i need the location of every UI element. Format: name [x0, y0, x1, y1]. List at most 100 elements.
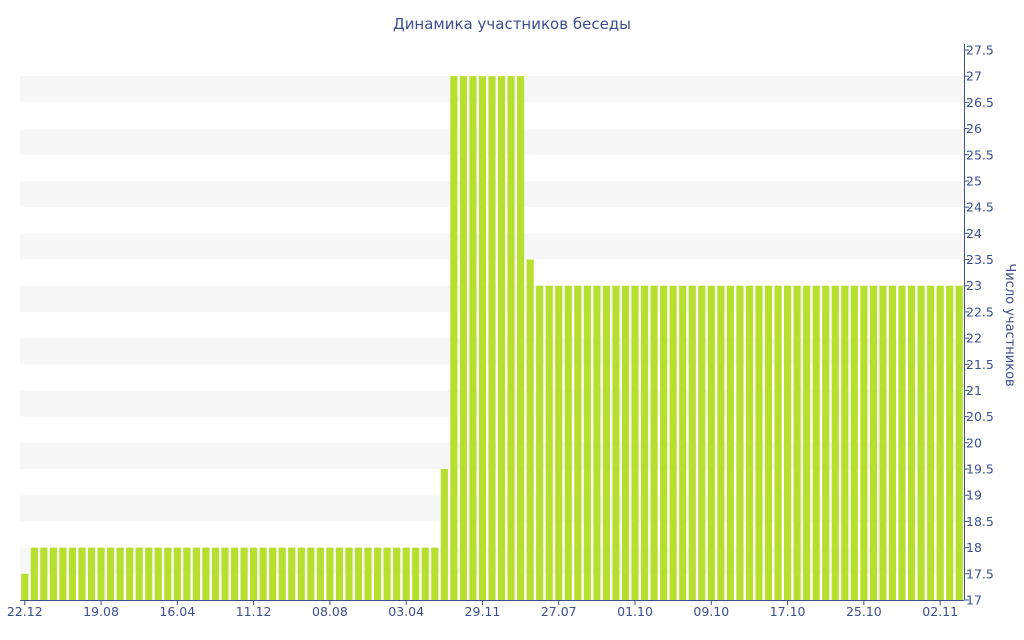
bar-53[interactable]: [526, 259, 534, 600]
bar-65[interactable]: [641, 285, 649, 600]
bar-45[interactable]: [450, 76, 458, 600]
bar-36[interactable]: [364, 547, 372, 600]
bar-76[interactable]: [745, 285, 754, 600]
bar-79[interactable]: [774, 285, 782, 600]
bar-72[interactable]: [707, 285, 715, 600]
bar-12[interactable]: [135, 547, 143, 600]
bar-48[interactable]: [478, 76, 487, 600]
bar-18[interactable]: [192, 547, 200, 600]
bar-17[interactable]: [183, 547, 191, 600]
bar-9[interactable]: [107, 547, 115, 600]
bar-66[interactable]: [650, 285, 658, 600]
bar-54[interactable]: [536, 285, 544, 600]
bar-88[interactable]: [860, 285, 868, 600]
bar-3[interactable]: [49, 547, 57, 600]
bar-51[interactable]: [507, 76, 515, 600]
bar-23[interactable]: [240, 547, 248, 600]
bar-58[interactable]: [574, 285, 582, 600]
bar-95[interactable]: [927, 285, 935, 600]
bar-68[interactable]: [669, 285, 677, 600]
bar-21[interactable]: [221, 547, 229, 600]
bar-71[interactable]: [698, 285, 706, 600]
bar-37[interactable]: [374, 547, 382, 600]
bar-94[interactable]: [917, 285, 925, 600]
bar-91[interactable]: [888, 285, 897, 600]
bar-75[interactable]: [736, 285, 744, 600]
bar-24[interactable]: [250, 547, 258, 600]
bar-69[interactable]: [679, 285, 687, 600]
bar-59[interactable]: [583, 285, 591, 600]
bar-16[interactable]: [173, 547, 181, 600]
bar-90[interactable]: [879, 285, 887, 600]
bar-49[interactable]: [488, 76, 496, 600]
bar-64[interactable]: [631, 285, 639, 600]
bar-97[interactable]: [946, 285, 954, 600]
bar-81[interactable]: [793, 285, 801, 600]
bar-15[interactable]: [164, 547, 172, 600]
bar-38[interactable]: [383, 547, 391, 600]
bar-44[interactable]: [440, 469, 448, 600]
bar-67[interactable]: [660, 285, 668, 600]
bar-43[interactable]: [431, 547, 439, 600]
bar-35[interactable]: [354, 547, 363, 600]
bar-4[interactable]: [59, 547, 67, 600]
bar-31[interactable]: [316, 547, 324, 600]
bar-62[interactable]: [612, 285, 620, 600]
bar-6[interactable]: [78, 547, 86, 600]
bar-0[interactable]: [21, 573, 29, 600]
bar-10[interactable]: [116, 547, 124, 600]
y-tick-label-17: 25.5: [966, 147, 994, 162]
bar-77[interactable]: [755, 285, 763, 600]
bar-2[interactable]: [40, 547, 48, 600]
bar-22[interactable]: [230, 547, 239, 600]
bar-63[interactable]: [621, 285, 630, 600]
bar-89[interactable]: [869, 285, 877, 600]
bar-56[interactable]: [555, 285, 563, 600]
bar-26[interactable]: [269, 547, 277, 600]
bar-98[interactable]: [955, 285, 963, 600]
bar-52[interactable]: [517, 76, 525, 600]
bar-70[interactable]: [688, 285, 696, 600]
bar-61[interactable]: [602, 285, 610, 600]
bar-25[interactable]: [259, 547, 267, 600]
bar-83[interactable]: [812, 285, 820, 600]
bar-60[interactable]: [593, 285, 601, 600]
bar-73[interactable]: [717, 285, 725, 600]
bar-46[interactable]: [459, 76, 467, 600]
bar-93[interactable]: [907, 285, 916, 600]
bar-42[interactable]: [421, 547, 429, 600]
bar-7[interactable]: [87, 547, 96, 600]
bar-86[interactable]: [841, 285, 849, 600]
bar-33[interactable]: [335, 547, 344, 600]
bar-19[interactable]: [202, 547, 210, 600]
bar-47[interactable]: [469, 76, 477, 600]
bar-50[interactable]: [497, 76, 506, 600]
bar-82[interactable]: [803, 285, 811, 600]
bar-40[interactable]: [402, 547, 410, 600]
bar-92[interactable]: [898, 285, 906, 600]
bar-74[interactable]: [726, 285, 734, 600]
bar-80[interactable]: [784, 285, 792, 600]
bar-39[interactable]: [393, 547, 401, 600]
bar-84[interactable]: [822, 285, 830, 600]
bar-13[interactable]: [145, 547, 153, 600]
bar-57[interactable]: [564, 285, 572, 600]
bar-11[interactable]: [126, 547, 134, 600]
bar-85[interactable]: [831, 285, 839, 600]
bar-28[interactable]: [288, 547, 296, 600]
bar-34[interactable]: [345, 547, 353, 600]
bar-27[interactable]: [278, 547, 286, 600]
bar-1[interactable]: [30, 547, 38, 600]
bar-87[interactable]: [850, 285, 858, 600]
bar-29[interactable]: [297, 547, 305, 600]
bar-5[interactable]: [68, 547, 77, 600]
bar-20[interactable]: [211, 547, 220, 600]
bar-78[interactable]: [764, 285, 773, 600]
bar-8[interactable]: [97, 547, 105, 600]
bar-32[interactable]: [326, 547, 334, 600]
bar-96[interactable]: [936, 285, 944, 600]
bar-55[interactable]: [545, 285, 553, 600]
bar-41[interactable]: [412, 547, 420, 600]
bar-30[interactable]: [307, 547, 315, 600]
bar-14[interactable]: [154, 547, 162, 600]
